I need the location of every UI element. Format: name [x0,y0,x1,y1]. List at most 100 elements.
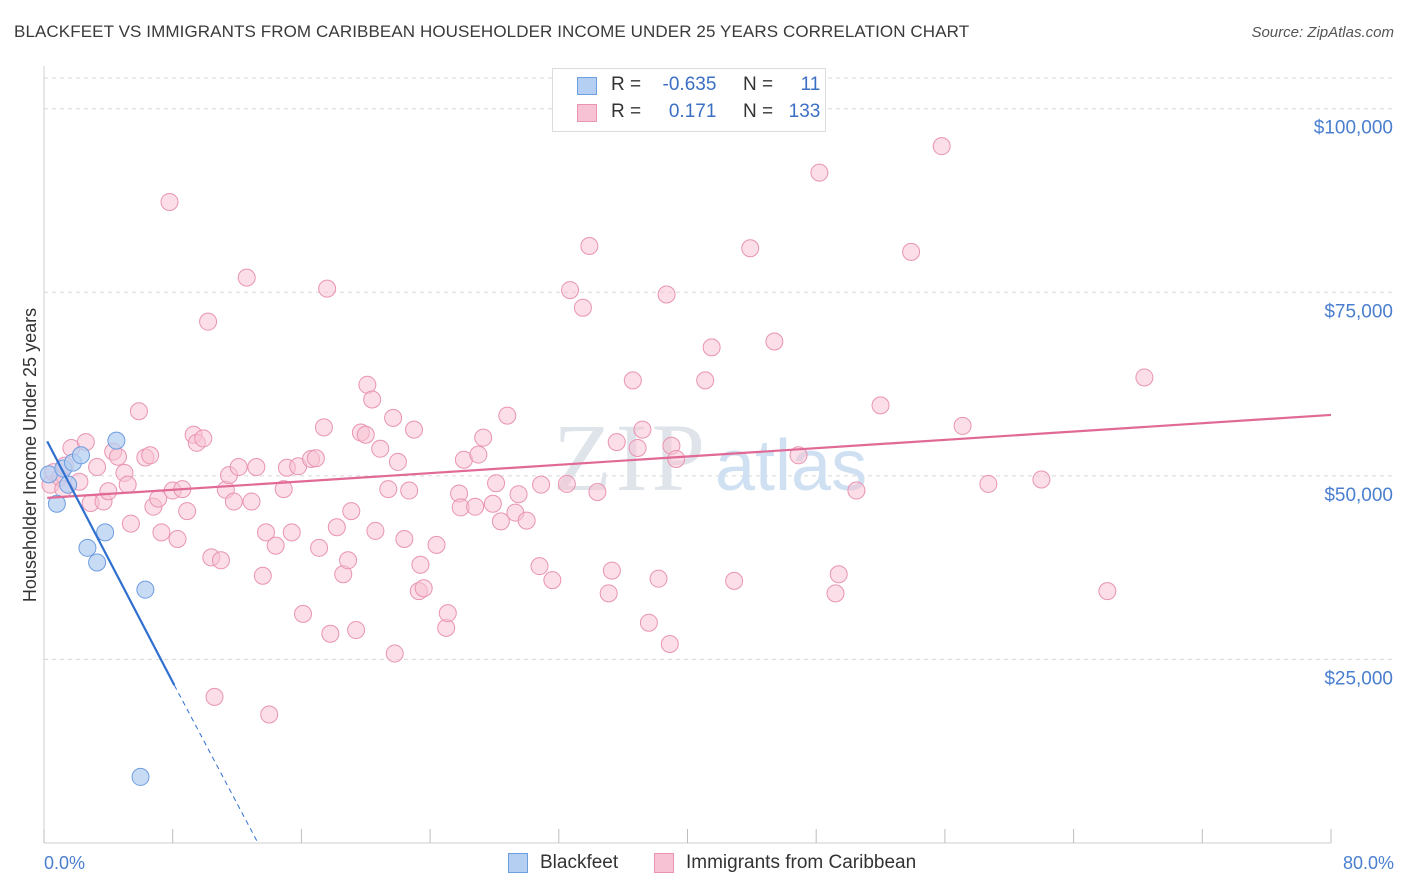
caribbean-point [118,475,137,494]
caribbean-point [557,474,576,493]
correlation-legend: R = -0.635 N = 11 R = 0.171 N = 133 [552,68,826,132]
blackfeet-point [131,767,150,786]
caribbean-point [623,371,642,390]
caribbean-point [789,446,808,465]
x-tick-label-min: 0.0% [44,853,85,873]
legend-n-label: N = [742,101,774,122]
caribbean-point [388,452,407,471]
y-axis-title: Householder Income Under 25 years [20,308,40,602]
caribbean-point [282,523,301,542]
caribbean-point [310,538,329,557]
caribbean-point [979,474,998,493]
caribbean-point [588,483,607,502]
legend-r-value: -0.635 [662,74,717,95]
blackfeet-point [72,446,91,465]
legend-swatch-blackfeet [508,853,528,873]
caribbean-point [121,514,140,533]
caribbean-point [205,687,224,706]
caribbean-point [517,511,536,530]
y-tick-label: $75,000 [1324,301,1393,322]
legend-r-label: R = [611,101,642,122]
caribbean-point [483,494,502,513]
caribbean-point [667,449,686,468]
caribbean-point [580,237,599,256]
caribbean-point [306,449,325,468]
caribbean-point [660,635,679,654]
caribbean-point [829,565,848,584]
caribbean-point [573,298,592,317]
legend-item-caribbean[interactable]: Immigrants from Caribbean [654,852,916,874]
caribbean-point [266,536,285,555]
caribbean-point [339,551,358,570]
caribbean-point [633,420,652,439]
caribbean-point [702,338,721,357]
caribbean-point [321,624,340,643]
caribbean-point [509,485,528,504]
legend-n-label: N = [742,74,774,95]
caribbean-point [199,312,218,331]
caribbean-point [810,163,829,182]
caribbean-point [211,551,230,570]
legend-swatch-blackfeet [577,77,597,95]
caribbean-point [327,518,346,537]
caribbean-point [363,390,382,409]
x-tick-label-max: 80.0% [1343,853,1394,873]
caribbean-point [487,474,506,493]
legend-n-value: 133 [788,101,821,122]
chart-source: Source: ZipAtlas.com [1251,24,1394,41]
legend-swatch-caribbean [577,104,597,122]
caribbean-point [347,621,366,640]
caribbean-point [725,571,744,590]
caribbean-point [847,481,866,500]
y-tick-label: $100,000 [1314,118,1393,139]
caribbean-point [129,402,148,421]
caribbean-point [953,416,972,435]
blackfeet-trendline [46,440,176,686]
legend-r-value: 0.171 [668,101,717,122]
caribbean-point [178,502,197,521]
caribbean-point [1135,368,1154,387]
watermark-atlas: atlas [715,426,867,506]
caribbean-point [99,482,118,501]
caribbean-point [141,446,160,465]
series-legend: Blackfeet Immigrants from Caribbean [0,850,1406,880]
blackfeet-point [78,538,97,557]
y-tick-label: $50,000 [1324,485,1393,506]
caribbean-point [356,425,375,444]
blackfeet-point [136,580,155,599]
caribbean-point [491,512,510,531]
caribbean-point [294,604,313,623]
caribbean-point [561,281,580,300]
caribbean-point [152,523,171,542]
caribbean-point [543,571,562,590]
caribbean-point [168,530,187,549]
caribbean-point [741,239,760,258]
caribbean-point [474,428,493,447]
caribbean-point [530,557,549,576]
caribbean-trendline [47,413,1332,499]
caribbean-point [599,584,618,603]
caribbean-point [469,445,488,464]
caribbean-point [274,480,293,499]
caribbean-point [639,613,658,632]
caribbean-point [826,584,845,603]
caribbean-point [260,705,279,724]
caribbean-point [257,523,276,542]
caribbean-point [438,604,457,623]
caribbean-point [342,502,361,521]
caribbean-point [1098,582,1117,601]
caribbean-point [902,242,921,261]
caribbean-point [602,561,621,580]
caribbean-point [242,492,261,511]
legend-label-blackfeet: Blackfeet [540,852,619,873]
legend-r-label: R = [611,74,642,95]
caribbean-point [405,420,424,439]
caribbean-point [657,285,676,304]
caribbean-point [229,458,248,477]
axes [43,66,1332,844]
trend-lines [46,413,1332,844]
legend-item-blackfeet[interactable]: Blackfeet [508,852,618,874]
legend-label-caribbean: Immigrants from Caribbean [686,852,917,873]
blackfeet-point [47,494,66,513]
